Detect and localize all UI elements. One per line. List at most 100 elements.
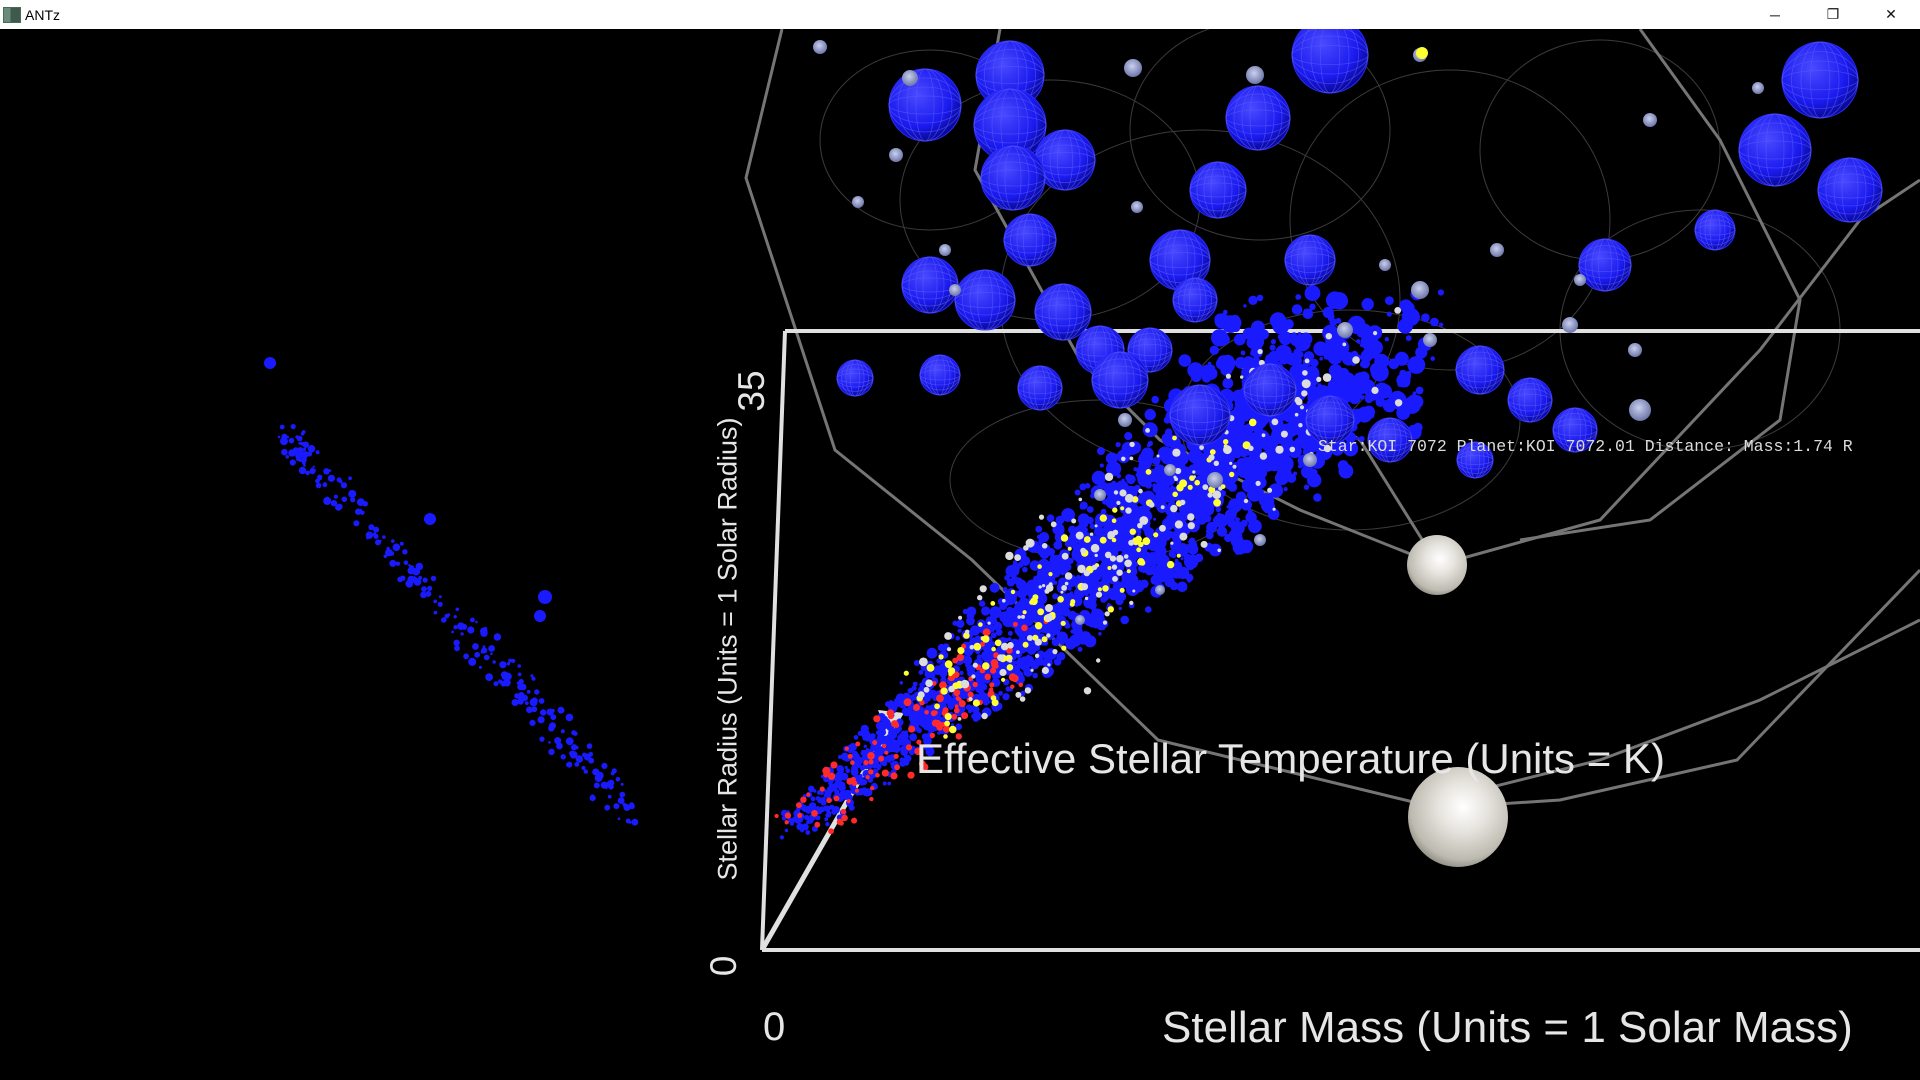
- small-sphere: [1337, 322, 1353, 338]
- star-point: [857, 788, 865, 796]
- star-point-white: [1394, 399, 1403, 407]
- small-sphere: [1094, 489, 1106, 501]
- star-point: [1137, 510, 1141, 514]
- star-point-yellow: [948, 671, 953, 677]
- sphere-wireframe-line: [1825, 157, 1875, 223]
- star-point-white: [1090, 543, 1100, 553]
- small-sphere: [1574, 274, 1586, 286]
- star-point-yellow: [978, 622, 983, 627]
- star-point: [1090, 553, 1101, 563]
- star-point-red: [890, 772, 898, 780]
- sphere-wireframe-line: [962, 269, 1008, 331]
- star-point-white: [1052, 649, 1058, 655]
- star-point: [373, 533, 379, 539]
- star-point: [861, 779, 868, 785]
- star-point: [588, 751, 594, 757]
- star-point: [391, 539, 395, 543]
- star-point: [1024, 618, 1031, 625]
- small-sphere: [813, 40, 827, 54]
- star-point: [534, 610, 546, 622]
- star-point-white: [1173, 475, 1177, 479]
- star-point: [1285, 321, 1292, 328]
- scene-canvas[interactable]: [0, 29, 1920, 1080]
- star-point: [425, 590, 432, 597]
- star-point: [475, 620, 478, 624]
- star-point: [810, 796, 816, 802]
- 3d-viewport[interactable]: Stellar Radius (Units = 1 Solar Radius) …: [0, 29, 1920, 1080]
- minimize-button[interactable]: ─: [1770, 6, 1780, 23]
- star-point: [546, 708, 554, 716]
- planet-sphere: [901, 256, 959, 314]
- star-point: [1020, 690, 1026, 696]
- star-point-red: [797, 812, 803, 819]
- star-point: [891, 768, 897, 774]
- star-point-white: [1015, 691, 1022, 698]
- star-point-red: [840, 808, 847, 815]
- star-point: [1356, 339, 1361, 344]
- star-point: [1412, 391, 1417, 396]
- star-point: [1022, 566, 1028, 573]
- star-point: [1415, 386, 1424, 395]
- white-sphere-large: [1408, 767, 1508, 867]
- star-point: [957, 628, 962, 633]
- star-point: [493, 681, 499, 687]
- star-point: [594, 774, 603, 782]
- star-point-white: [1071, 518, 1077, 524]
- star-point: [853, 735, 859, 740]
- star-point: [1046, 514, 1055, 522]
- star-point: [437, 601, 443, 607]
- star-point-red: [868, 769, 874, 775]
- star-point: [903, 712, 907, 716]
- star-point-white: [1229, 461, 1233, 465]
- star-point: [373, 526, 380, 533]
- star-point: [897, 740, 902, 745]
- star-point-white: [1280, 430, 1288, 438]
- star-point: [493, 633, 502, 641]
- star-point: [1053, 580, 1058, 586]
- star-point-white: [1083, 687, 1092, 695]
- sphere-wireframe-line: [1791, 41, 1849, 119]
- star-point: [288, 449, 296, 457]
- star-point: [844, 765, 848, 770]
- star-point: [454, 645, 460, 652]
- planet-sphere: [1305, 395, 1355, 445]
- star-point-white: [1179, 499, 1186, 506]
- star-point: [488, 645, 495, 652]
- star-point: [313, 468, 316, 472]
- star-point: [1280, 332, 1291, 343]
- star-point-yellow: [1061, 645, 1067, 651]
- star-point: [913, 660, 920, 666]
- star-point-white: [1212, 490, 1222, 500]
- star-point: [1291, 304, 1303, 315]
- star-point: [836, 814, 843, 821]
- star-point-white: [1030, 668, 1034, 672]
- sphere-wireframe-line: [841, 359, 869, 397]
- star-point: [1152, 456, 1161, 466]
- star-point-yellow: [1179, 479, 1188, 488]
- star-point: [629, 802, 635, 808]
- star-point: [1239, 539, 1254, 554]
- star-point: [619, 791, 626, 798]
- close-button[interactable]: ✕: [1885, 6, 1897, 22]
- star-point-red: [1021, 624, 1028, 632]
- restore-button[interactable]: ❐: [1826, 6, 1840, 22]
- star-point: [1242, 327, 1255, 340]
- star-point: [574, 762, 580, 767]
- planet-sphere: [1034, 283, 1092, 341]
- sphere-wireframe-line: [1290, 234, 1330, 286]
- star-point: [1029, 560, 1041, 571]
- star-point: [1330, 292, 1349, 310]
- star-point-white: [1202, 484, 1209, 490]
- star-point: [918, 670, 924, 675]
- star-point: [1351, 408, 1363, 420]
- star-point: [1038, 538, 1044, 545]
- star-point-yellow: [1102, 585, 1109, 592]
- star-point: [1004, 601, 1010, 607]
- star-point-white: [1045, 604, 1053, 612]
- star-point-white: [957, 717, 962, 721]
- star-point-yellow: [1070, 599, 1076, 605]
- star-point: [1269, 344, 1276, 351]
- star-point: [1215, 506, 1222, 513]
- star-point-yellow: [1223, 439, 1229, 445]
- star-point: [805, 830, 811, 835]
